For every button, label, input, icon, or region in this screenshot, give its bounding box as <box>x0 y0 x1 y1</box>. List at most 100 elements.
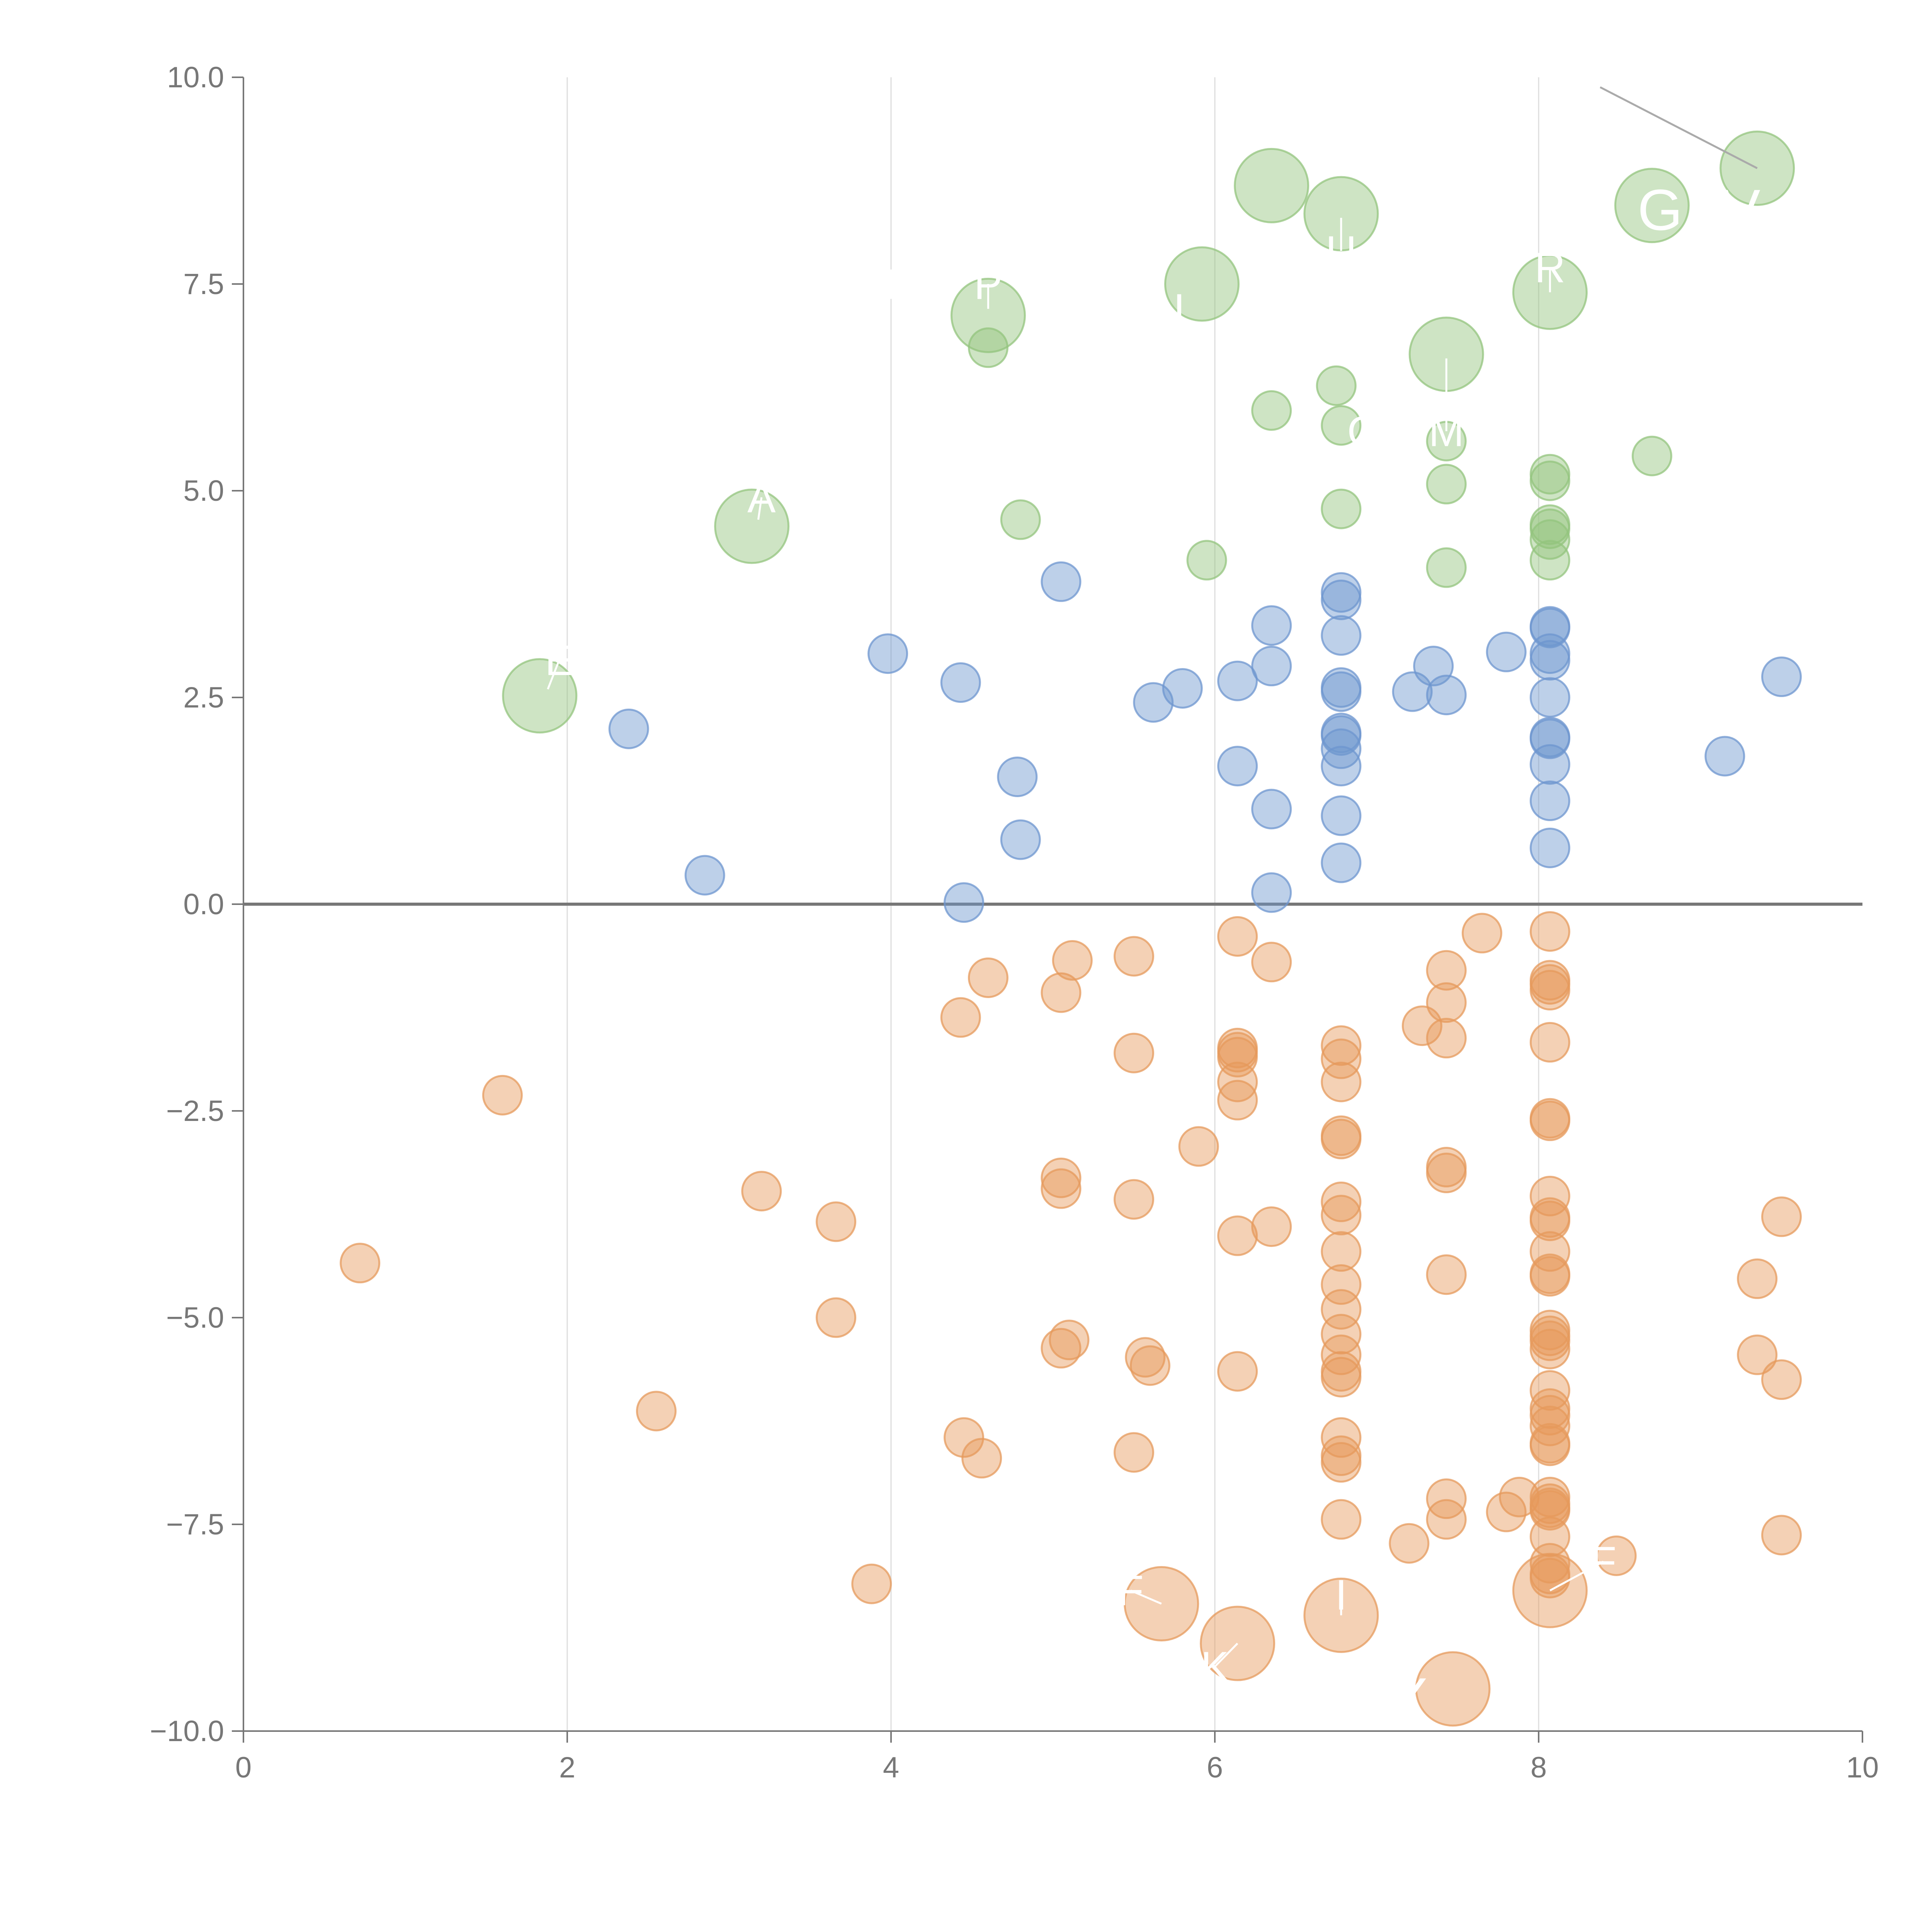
point-green <box>1321 405 1362 446</box>
point-green <box>1316 365 1357 406</box>
point-green <box>1529 540 1570 581</box>
y-tick-label: −5.0 <box>166 1301 224 1334</box>
point-orange <box>1426 1018 1467 1059</box>
point-label: B <box>885 261 913 308</box>
point-label: T <box>1218 141 1244 188</box>
point-orange <box>1426 1153 1467 1193</box>
point-orange <box>1596 1535 1637 1576</box>
point-label: I <box>1335 1571 1347 1619</box>
point-orange <box>1426 1478 1467 1519</box>
point-blue <box>1041 561 1082 602</box>
label-leader-line <box>1130 1589 1162 1605</box>
point-orange-large <box>1415 1651 1491 1727</box>
point-orange <box>1321 1314 1362 1355</box>
point-orange <box>1761 1515 1802 1556</box>
point-orange <box>1217 1061 1258 1102</box>
point-green <box>1426 547 1467 588</box>
point-blue <box>1217 660 1258 701</box>
point-orange <box>1041 972 1082 1013</box>
point-orange <box>1529 1370 1570 1411</box>
point-label: P <box>974 261 1002 308</box>
point-blue <box>1000 819 1041 860</box>
point-orange <box>1321 1195 1362 1236</box>
point-green-large <box>502 658 578 734</box>
point-orange <box>1529 1490 1570 1531</box>
point-green <box>1186 540 1227 581</box>
point-orange <box>1321 1334 1362 1375</box>
y-tick-label: 0.0 <box>183 888 224 921</box>
point-green-large <box>714 488 790 564</box>
point-orange <box>816 1201 857 1242</box>
point-orange <box>1217 916 1258 957</box>
point-label: M <box>1429 408 1464 455</box>
label-leader-line <box>1600 86 1758 169</box>
point-orange <box>1251 942 1292 983</box>
point-orange <box>1052 940 1093 981</box>
point-blue <box>867 633 908 674</box>
label-leader-line <box>757 497 763 520</box>
point-green-large <box>1164 246 1240 322</box>
point-orange <box>1529 1022 1570 1063</box>
point-orange <box>1529 1395 1570 1436</box>
point-orange <box>1529 1320 1570 1361</box>
point-orange <box>1217 1080 1258 1121</box>
point-orange <box>1461 913 1502 954</box>
point-orange <box>1114 936 1154 977</box>
point-orange <box>961 1438 1002 1479</box>
point-blue <box>1426 675 1467 716</box>
point-orange <box>1217 1215 1258 1256</box>
axes: 10.0 7.5 5.0 2.5 0.0 −2.5 −5.0 −7.5 −10.0 0 2 4 6 8 10 <box>150 61 1879 1784</box>
point-blue <box>1321 615 1362 656</box>
point-label: K <box>1201 1643 1229 1691</box>
point-orange <box>851 1563 892 1604</box>
point-blue <box>1217 746 1258 787</box>
point-orange <box>1114 1032 1154 1073</box>
point-blue <box>1321 728 1362 769</box>
point-labels: E A B P I T U O M R G V F I K X F <box>545 86 1760 1731</box>
point-orange <box>1321 1289 1362 1330</box>
point-orange <box>968 957 1009 998</box>
point-orange <box>1529 1231 1570 1272</box>
point-orange <box>636 1391 677 1432</box>
point-orange <box>1321 1264 1362 1305</box>
x-tick-label: 2 <box>559 1751 575 1784</box>
point-orange <box>1321 1499 1362 1540</box>
point-blue <box>1321 671 1362 712</box>
point-orange <box>1761 1196 1802 1237</box>
x-tick-label: 8 <box>1531 1751 1547 1784</box>
point-blue <box>1529 677 1570 718</box>
point-label: A <box>747 474 776 522</box>
point-orange <box>1321 1231 1362 1272</box>
point-blue <box>1251 872 1292 913</box>
point-orange <box>340 1243 381 1284</box>
point-orange <box>1499 1476 1540 1517</box>
point-orange <box>1389 1523 1430 1564</box>
point-orange <box>1041 1328 1082 1369</box>
point-blue <box>1321 746 1362 787</box>
point-orange <box>1321 1025 1362 1066</box>
x-tick-label: 6 <box>1207 1751 1223 1784</box>
point-orange <box>1321 1181 1362 1222</box>
point-green <box>1529 519 1570 560</box>
point-orange <box>1321 1119 1362 1160</box>
point-blue <box>1321 842 1362 883</box>
point-orange <box>816 1297 857 1338</box>
point-label: I <box>1173 286 1185 333</box>
label-leader-line <box>1549 1561 1604 1592</box>
point-orange <box>1321 1038 1362 1079</box>
point-green <box>1000 499 1041 540</box>
point-label: X <box>1390 1666 1429 1731</box>
label-leader-line <box>547 660 560 690</box>
point-orange <box>1529 1328 1570 1369</box>
point-label: U <box>1326 228 1356 275</box>
point-blue <box>1251 789 1292 830</box>
y-tick-label: −10.0 <box>150 1715 224 1748</box>
point-label: V <box>1722 177 1760 242</box>
point-orange <box>1114 1179 1154 1220</box>
point-green <box>1321 488 1362 529</box>
y-tick-label: −7.5 <box>166 1508 224 1541</box>
point-orange <box>1217 1037 1258 1078</box>
point-blue <box>1162 668 1203 709</box>
point-blue <box>1321 795 1362 836</box>
point-orange <box>482 1075 523 1116</box>
